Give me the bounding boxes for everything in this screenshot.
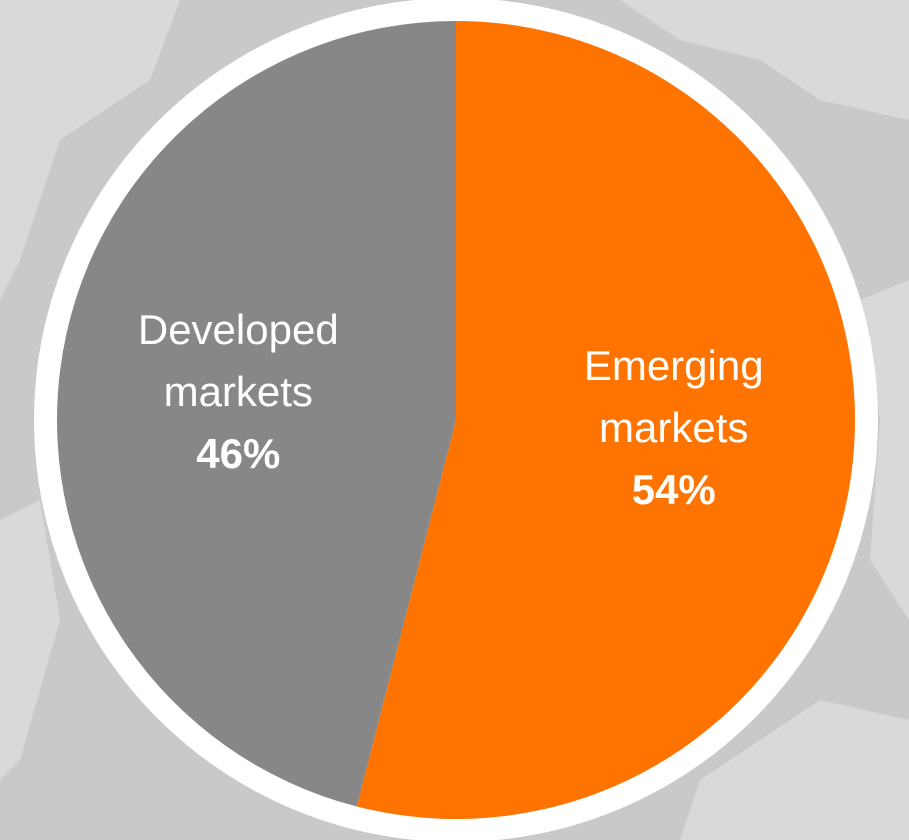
category-label: Developed markets	[137, 306, 339, 416]
value-label: 46%	[196, 430, 281, 478]
pie-slice	[57, 21, 457, 807]
pie-slice	[356, 21, 856, 819]
slice-label: Emerging markets 54%	[534, 335, 814, 521]
value-label: 54%	[631, 465, 716, 513]
slice-label: Developed markets 46%	[98, 299, 378, 485]
category-label: Emerging markets	[583, 341, 764, 451]
